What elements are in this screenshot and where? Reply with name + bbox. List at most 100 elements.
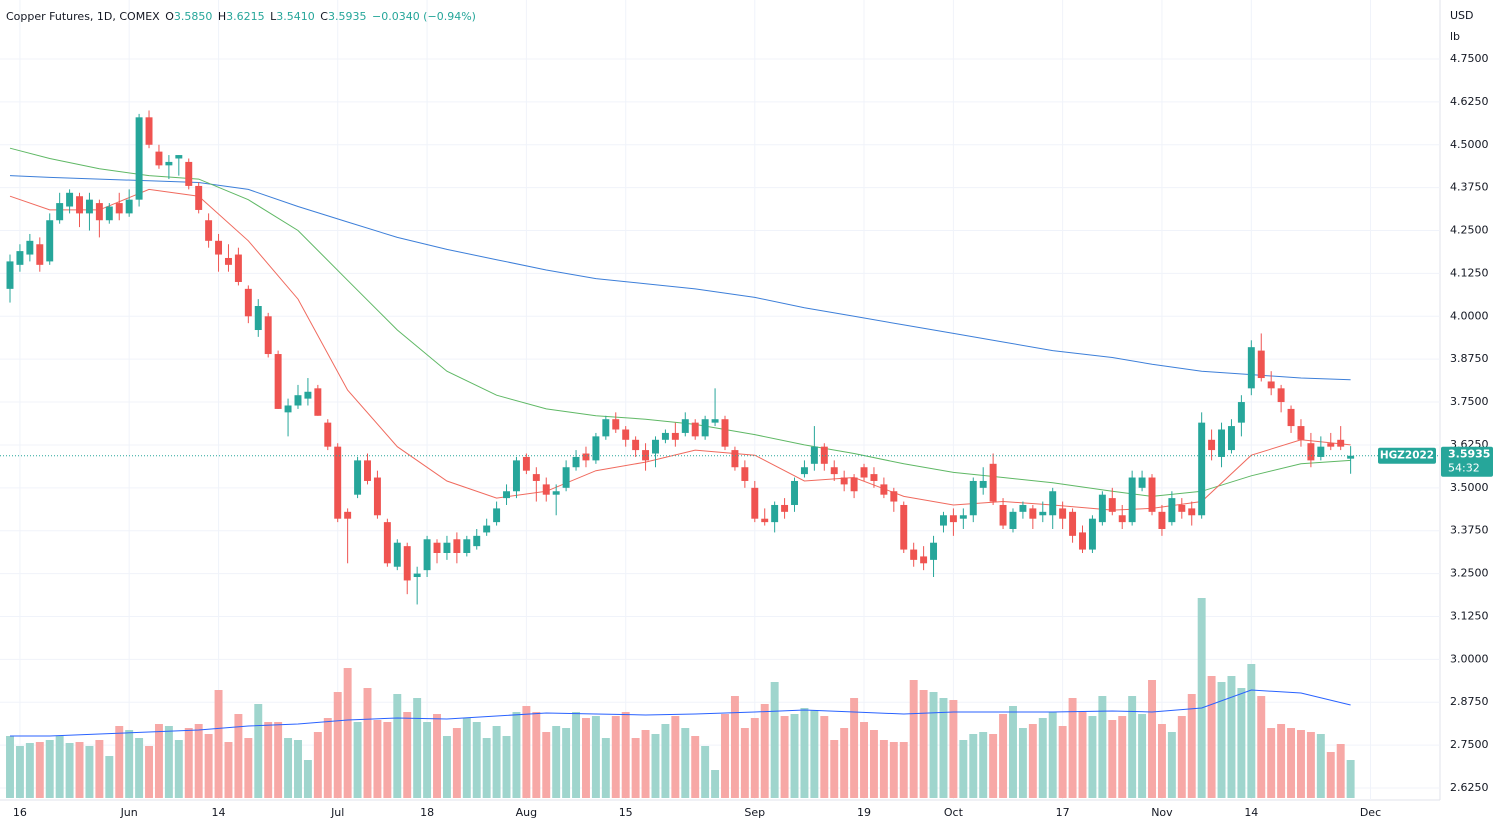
candle-body <box>920 556 928 564</box>
volume-bar <box>512 712 521 798</box>
candle-body <box>423 539 431 571</box>
volume-bar <box>601 738 610 798</box>
volume-bar <box>214 690 223 798</box>
candle-body <box>562 467 570 488</box>
x-tick-label: Jul <box>330 806 344 819</box>
candle-body <box>721 419 729 447</box>
x-tick-label: 14 <box>1244 806 1258 819</box>
l-value: 3.5410 <box>276 10 315 23</box>
moving-average-line <box>9 147 1351 497</box>
volume-bar <box>403 712 412 798</box>
volume-bar <box>154 724 163 798</box>
o-value: 3.5850 <box>174 10 213 23</box>
volume-bar <box>850 698 859 798</box>
volume-bar <box>15 746 24 798</box>
candle-body <box>76 196 83 214</box>
candle-body <box>1297 426 1305 440</box>
volume-bar <box>1316 734 1325 798</box>
volume-bar <box>1148 680 1156 798</box>
candle-body <box>542 484 550 495</box>
candle-body <box>16 251 24 265</box>
y-tick-label: 4.2500 <box>1450 224 1489 237</box>
volume-bar <box>1038 718 1047 798</box>
volume-bar <box>393 694 402 798</box>
volume-bar <box>899 742 908 798</box>
candles <box>6 110 1355 605</box>
unit: lb <box>1450 30 1460 43</box>
legend-title: Copper Futures, 1D, COMEX <box>6 10 160 23</box>
volume-bar <box>75 742 84 798</box>
candle-body <box>294 395 302 406</box>
y-tick-label: 4.1250 <box>1450 266 1489 279</box>
candle-body <box>1307 443 1315 461</box>
grid <box>0 0 1440 800</box>
volume-bar <box>442 736 451 798</box>
x-tick-label: 16 <box>13 806 27 819</box>
candle-body <box>125 199 133 214</box>
l-label: L <box>270 10 277 23</box>
volume-bar <box>691 736 700 798</box>
volume-bar <box>999 714 1008 798</box>
candle-body <box>1118 515 1126 523</box>
y-tick-label: 2.7500 <box>1450 738 1489 751</box>
candle-body <box>1287 408 1295 427</box>
candle-body <box>413 573 421 578</box>
candle-body <box>453 539 461 554</box>
candle-body <box>36 244 44 265</box>
volume-bar <box>1187 694 1196 798</box>
volume-bar <box>869 730 878 798</box>
x-tick-label: Dec <box>1360 806 1381 819</box>
candle-body <box>741 467 749 481</box>
volume-bar <box>65 743 74 798</box>
candle-body <box>1019 504 1027 512</box>
volume-bar <box>1078 712 1087 798</box>
y-tick-label: 3.3750 <box>1450 524 1489 537</box>
candle-body <box>1178 504 1186 512</box>
candle-body <box>403 546 411 581</box>
candle-body <box>1347 455 1355 459</box>
y-tick-label: 2.6250 <box>1450 781 1489 794</box>
volume-bar <box>1277 724 1286 798</box>
change: −0.0340 (−0.94%) <box>372 10 476 23</box>
candle-body <box>224 257 232 265</box>
volume-bar <box>939 698 948 798</box>
volume-bar <box>1326 752 1335 798</box>
volume-bar <box>860 722 869 798</box>
candle-body <box>1257 350 1265 379</box>
volume-bar <box>949 700 958 798</box>
volume-bar <box>1048 712 1057 798</box>
volume-bar <box>820 716 829 798</box>
candle-body <box>254 306 262 331</box>
x-tick-label: 18 <box>420 806 434 819</box>
candle-body <box>592 436 600 461</box>
candle-body <box>830 467 838 475</box>
volume-bar <box>989 734 998 798</box>
volume-bar <box>1257 696 1266 798</box>
volume-bar <box>1297 730 1305 798</box>
candle-body <box>105 206 113 221</box>
volume-bar <box>1068 698 1077 798</box>
volume-bar <box>125 730 134 798</box>
volume-bar <box>184 728 193 798</box>
volume-bar <box>562 728 571 798</box>
volume-bar <box>55 736 64 798</box>
candle-body <box>860 467 868 478</box>
volume-bar <box>313 732 322 798</box>
candle-body <box>1049 491 1057 516</box>
candle-body <box>1138 477 1146 488</box>
volume-bar <box>95 740 104 798</box>
candle-body <box>155 151 163 166</box>
volume-bar <box>552 726 561 798</box>
candle-body <box>572 456 580 468</box>
x-tick-label: 19 <box>857 806 871 819</box>
candle-body <box>850 477 858 492</box>
candle-body <box>1108 498 1116 512</box>
candle-body <box>781 504 789 512</box>
candle-body <box>56 203 64 221</box>
candle-body <box>373 477 381 516</box>
candle-body <box>145 117 153 145</box>
volume-bar <box>244 738 253 798</box>
candle-body <box>890 491 898 502</box>
x-tick-label: 15 <box>619 806 633 819</box>
volume-bar <box>810 710 819 798</box>
